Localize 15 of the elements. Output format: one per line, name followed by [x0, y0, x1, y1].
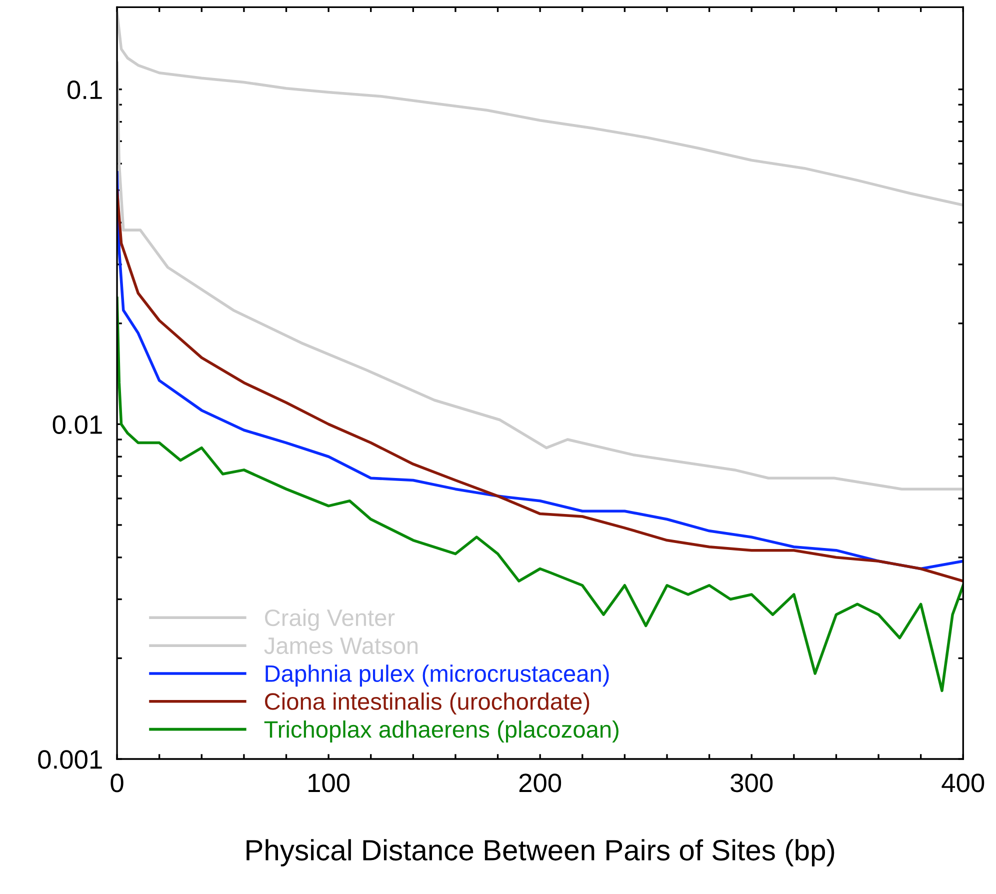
line-series — [117, 10, 964, 207]
line-series — [117, 296, 964, 692]
legend-label: Daphnia pulex (microcrustacean) — [266, 664, 609, 687]
y-tick-label: 0.01 — [52, 415, 102, 434]
x-tick-label: 0 — [110, 774, 124, 792]
x-axis-title: Physical Distance Between Pairs of Sites (bp) — [246, 839, 834, 866]
line-series — [117, 61, 964, 490]
x-tick-label: 200 — [519, 774, 562, 792]
y-tick-label: 0.1 — [67, 80, 102, 100]
x-tick-label: 400 — [942, 774, 984, 792]
x-tick-label: 100 — [308, 774, 350, 792]
legend-label: Trichoplax adhaerens (placozoan) — [264, 720, 618, 742]
x-tick-label: 300 — [730, 774, 773, 792]
y-tick-label: 0.001 — [38, 750, 102, 769]
legend-label: Ciona intestinalis (urochordate) — [265, 692, 590, 715]
